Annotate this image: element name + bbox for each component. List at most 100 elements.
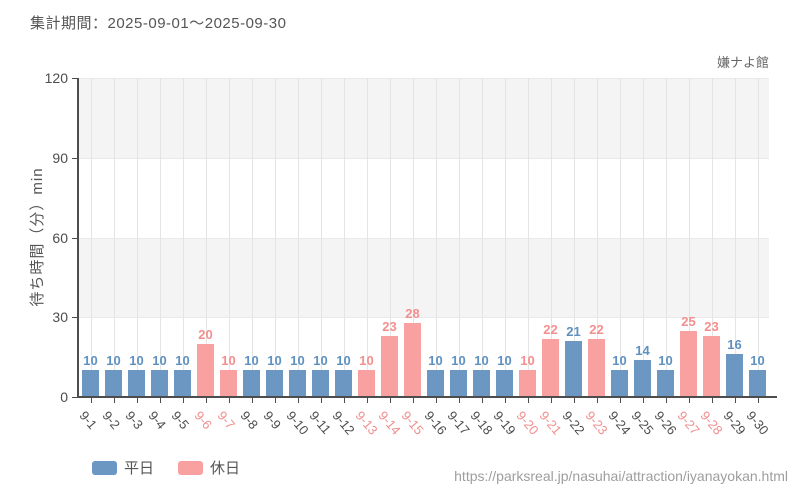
x-axis-tick bbox=[389, 398, 391, 403]
bar-9-20[interactable] bbox=[519, 370, 536, 397]
bar-value-label: 23 bbox=[704, 318, 719, 334]
x-grid-line bbox=[389, 78, 391, 397]
x-axis-label-text: 9-17 bbox=[444, 408, 473, 438]
x-axis-label-text: 9-22 bbox=[559, 408, 588, 438]
bar-9-28[interactable] bbox=[703, 335, 720, 397]
x-axis-label-text: 9-9 bbox=[260, 408, 284, 433]
x-grid-line bbox=[504, 78, 506, 397]
x-axis-label-text: 9-25 bbox=[628, 408, 657, 438]
bar-value-label: 10 bbox=[428, 353, 443, 369]
x-grid-line bbox=[711, 78, 713, 397]
x-axis-tick bbox=[90, 398, 92, 403]
x-axis-tick bbox=[734, 398, 736, 403]
bar-9-7[interactable] bbox=[220, 370, 237, 397]
bar-9-9[interactable] bbox=[266, 370, 283, 397]
bar-9-30[interactable] bbox=[749, 370, 766, 397]
x-axis-label-text: 9-10 bbox=[283, 408, 312, 438]
x-axis-label-text: 9-29 bbox=[720, 408, 749, 438]
legend-label-weekday: 平日 bbox=[124, 460, 155, 477]
bar-9-17[interactable] bbox=[450, 370, 467, 397]
x-axis-tick bbox=[573, 398, 575, 403]
bar-9-13[interactable] bbox=[358, 370, 375, 397]
source-url: https://parksreal.jp/nasuhai/attraction/… bbox=[454, 468, 788, 484]
bar-9-25[interactable] bbox=[634, 359, 651, 397]
x-axis-tick bbox=[182, 398, 184, 403]
bar-9-6[interactable] bbox=[197, 343, 214, 397]
x-grid-line bbox=[665, 78, 667, 397]
bar-9-8[interactable] bbox=[243, 370, 260, 397]
x-axis-tick bbox=[159, 398, 161, 403]
bar-9-19[interactable] bbox=[496, 370, 513, 397]
x-grid-line bbox=[550, 78, 552, 397]
x-grid-line bbox=[527, 78, 529, 397]
y-axis-tick-label: 30 bbox=[52, 309, 68, 326]
x-axis-tick bbox=[343, 398, 345, 403]
x-axis-label-text: 9-2 bbox=[99, 408, 123, 433]
bar-9-1[interactable] bbox=[82, 370, 99, 397]
bar-9-4[interactable] bbox=[151, 370, 168, 397]
x-axis-tick bbox=[274, 398, 276, 403]
bar-9-3[interactable] bbox=[128, 370, 145, 397]
x-axis-label-text: 9-7 bbox=[214, 408, 238, 433]
bar-value-label: 10 bbox=[106, 353, 121, 369]
x-axis-label-text: 9-28 bbox=[697, 408, 726, 438]
bar-value-label: 10 bbox=[359, 353, 374, 369]
x-grid-line bbox=[458, 78, 460, 397]
x-axis-label-text: 9-14 bbox=[375, 408, 404, 438]
legend-item-weekday[interactable]: 平日 bbox=[92, 457, 154, 478]
x-axis-label-text: 9-13 bbox=[352, 408, 381, 438]
bar-9-14[interactable] bbox=[381, 335, 398, 397]
x-axis-label-text: 9-20 bbox=[513, 408, 542, 438]
x-axis-tick bbox=[435, 398, 437, 403]
y-axis-line bbox=[77, 78, 79, 398]
bar-9-22[interactable] bbox=[565, 341, 582, 397]
bar-value-label: 21 bbox=[566, 324, 581, 340]
bar-9-29[interactable] bbox=[726, 354, 743, 397]
y-axis-tick bbox=[72, 397, 78, 398]
bar-9-26[interactable] bbox=[657, 370, 674, 397]
x-grid-line bbox=[596, 78, 598, 397]
x-axis-tick bbox=[228, 398, 230, 403]
bar-value-label: 10 bbox=[290, 353, 305, 369]
bar-9-21[interactable] bbox=[542, 338, 559, 397]
x-grid-line bbox=[113, 78, 115, 397]
bar-9-23[interactable] bbox=[588, 338, 605, 397]
x-axis-label-text: 9-16 bbox=[421, 408, 450, 438]
x-axis-tick bbox=[596, 398, 598, 403]
legend: 平日 休日 bbox=[92, 457, 240, 478]
bar-value-label: 10 bbox=[175, 353, 190, 369]
y-axis-tick bbox=[72, 237, 78, 239]
bar-9-27[interactable] bbox=[680, 330, 697, 397]
bar-9-11[interactable] bbox=[312, 370, 329, 397]
x-axis-label-text: 9-18 bbox=[467, 408, 496, 438]
bar-9-2[interactable] bbox=[105, 370, 122, 397]
x-grid-line bbox=[205, 78, 207, 397]
x-axis-label-text: 9-15 bbox=[398, 408, 427, 438]
bar-9-12[interactable] bbox=[335, 370, 352, 397]
bar-9-15[interactable] bbox=[404, 322, 421, 397]
bar-value-label: 10 bbox=[83, 353, 98, 369]
x-axis-tick bbox=[297, 398, 299, 403]
x-grid-line bbox=[343, 78, 345, 397]
plot-band bbox=[79, 78, 769, 158]
bar-9-24[interactable] bbox=[611, 370, 628, 397]
bar-9-5[interactable] bbox=[174, 370, 191, 397]
x-axis-tick bbox=[251, 398, 253, 403]
x-grid-line bbox=[412, 78, 414, 397]
x-axis-tick bbox=[136, 398, 138, 403]
x-axis-tick bbox=[458, 398, 460, 403]
x-grid-line bbox=[366, 78, 368, 397]
bar-value-label: 10 bbox=[520, 353, 535, 369]
x-axis-line bbox=[77, 396, 777, 398]
bar-9-18[interactable] bbox=[473, 370, 490, 397]
legend-label-holiday: 休日 bbox=[210, 460, 241, 477]
x-axis-tick bbox=[504, 398, 506, 403]
bar-9-10[interactable] bbox=[289, 370, 306, 397]
x-grid-line bbox=[159, 78, 161, 397]
x-axis-label-text: 9-24 bbox=[605, 408, 634, 438]
x-grid-line bbox=[251, 78, 253, 397]
legend-item-holiday[interactable]: 休日 bbox=[178, 457, 240, 478]
x-grid-line bbox=[136, 78, 138, 397]
bar-9-16[interactable] bbox=[427, 370, 444, 397]
